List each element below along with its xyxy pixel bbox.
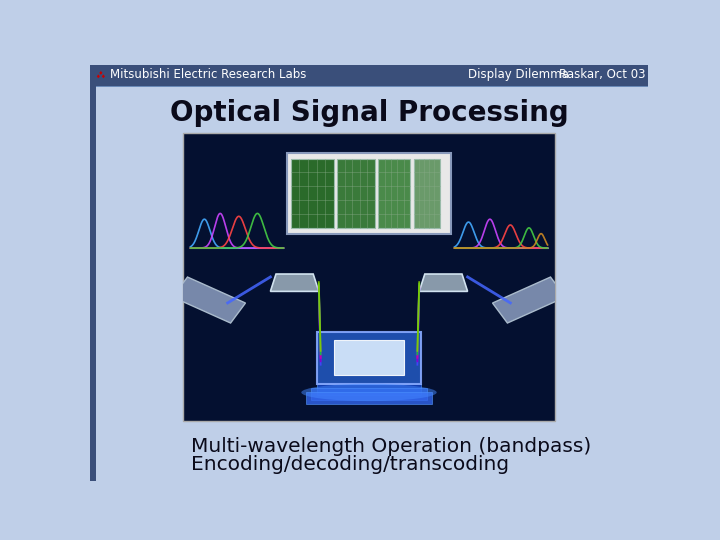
- Polygon shape: [102, 75, 105, 78]
- Text: Raskar, Oct 03: Raskar, Oct 03: [559, 68, 645, 82]
- Polygon shape: [96, 75, 100, 78]
- Text: Encoding/decoding/transcoding: Encoding/decoding/transcoding: [191, 455, 509, 474]
- Text: Mitsubishi Electric Research Labs: Mitsubishi Electric Research Labs: [110, 68, 307, 82]
- Text: Multi-wavelength Operation (bandpass): Multi-wavelength Operation (bandpass): [191, 437, 591, 456]
- Polygon shape: [99, 71, 102, 75]
- Bar: [183, 132, 555, 421]
- Bar: [90, 85, 648, 87]
- Text: Display Dilemma: Display Dilemma: [468, 68, 569, 82]
- Bar: [90, 65, 648, 85]
- Bar: [90, 65, 96, 481]
- Text: Optical Signal Processing: Optical Signal Processing: [170, 98, 568, 126]
